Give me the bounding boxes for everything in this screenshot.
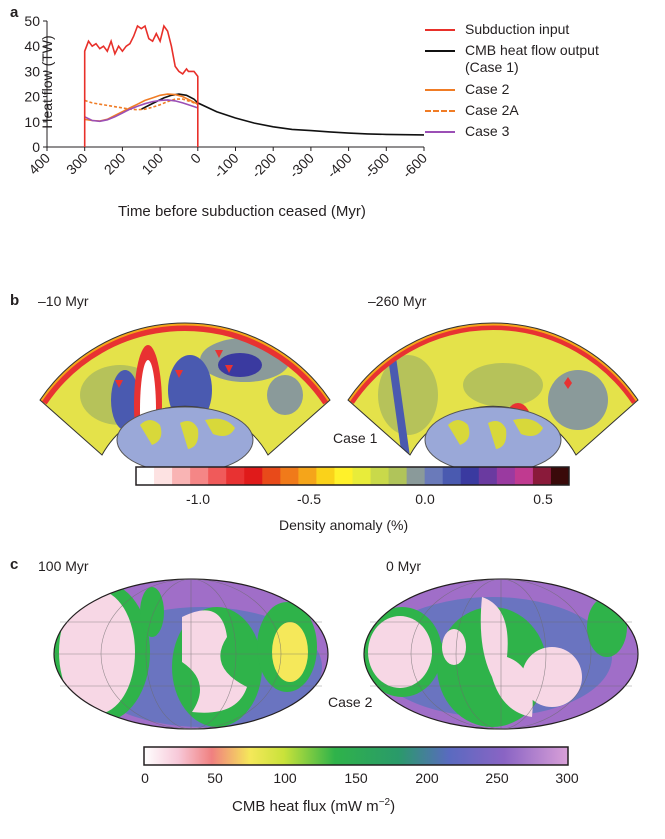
density-tick: -1.0 [185, 491, 211, 507]
density-colorbar-swatch [298, 467, 317, 485]
series-line-case-2 [84, 93, 199, 122]
density-tick: 0.5 [533, 491, 553, 507]
density-colorbar-swatch [352, 467, 372, 485]
x-tick-label: -600 [399, 150, 430, 181]
cmb-map-right [363, 578, 639, 730]
panel-c-right-time: 0 Myr [386, 558, 421, 574]
chart-xlabel: Time before subduction ceased (Myr) [118, 203, 366, 220]
density-colorbar-swatch [190, 467, 209, 485]
heatflux-colorbar-title: CMB heat flux (mW m−2) [232, 797, 395, 815]
panel-c-label: c [10, 556, 19, 573]
y-tick-label: 0 [32, 139, 40, 155]
y-tick-label: 30 [24, 63, 40, 79]
mantle-section-right [347, 322, 639, 474]
panel-c-case-label: Case 2 [328, 694, 373, 710]
density-colorbar-swatch [478, 467, 498, 485]
density-colorbar-swatch [442, 467, 462, 485]
x-tick-label: 100 [138, 150, 166, 178]
density-colorbar-swatch [514, 467, 534, 485]
heatflux-colorbar [143, 746, 569, 766]
density-colorbar-swatch [280, 467, 299, 485]
series-line-cmb-heat-flow-output [140, 93, 425, 136]
y-tick-label: 10 [24, 114, 40, 130]
x-tick-label: -200 [248, 150, 279, 181]
flux-tick: 300 [555, 770, 579, 786]
panel-b-right-time: –260 Myr [368, 293, 427, 309]
density-colorbar-swatch [424, 467, 444, 485]
x-tick-label: -300 [286, 150, 317, 181]
panel-b-left-time: –10 Myr [38, 293, 89, 309]
flux-tick: 100 [273, 770, 297, 786]
legend-swatch-case2a [425, 110, 455, 112]
x-tick-label: -100 [210, 150, 241, 181]
legend-label: Case 3 [465, 123, 510, 139]
panel-b-case-label: Case 1 [333, 430, 378, 446]
density-colorbar-swatch [154, 467, 173, 485]
legend-label: Case 2A [465, 102, 519, 118]
density-colorbar-swatch [244, 467, 263, 485]
flux-tick: 50 [207, 770, 223, 786]
density-colorbar-swatch [532, 467, 552, 485]
flux-tick: 0 [141, 770, 149, 786]
density-colorbar-swatch [406, 467, 426, 485]
density-colorbar [135, 466, 570, 486]
legend-label: Case 2 [465, 81, 510, 97]
density-colorbar-swatch [370, 467, 390, 485]
density-colorbar-swatch [388, 467, 408, 485]
x-tick-label: 400 [25, 150, 53, 178]
legend-swatch-cmb [425, 50, 455, 52]
chart-ylabel: Heat flow (TW) [39, 35, 55, 129]
cmb-map-left [53, 578, 329, 730]
red-arrow-markers [115, 350, 233, 388]
density-colorbar-swatch [334, 467, 353, 485]
globe-right [424, 406, 562, 474]
series-line-subduction-input [83, 24, 199, 147]
density-colorbar-swatch [136, 467, 155, 485]
x-tick-label: -500 [361, 150, 392, 181]
legend-label: Subduction input [465, 21, 570, 37]
flux-tick: 250 [485, 770, 509, 786]
legend-swatch-case3 [425, 131, 455, 133]
y-tick-label: 50 [24, 13, 40, 29]
density-colorbar-swatch [262, 467, 281, 485]
legend-label-cont: (Case 1) [465, 59, 519, 75]
density-colorbar-swatch [172, 467, 191, 485]
density-tick: 0.0 [415, 491, 435, 507]
flux-title-main: CMB heat flux (mW m [232, 798, 379, 815]
flux-tick: 150 [344, 770, 368, 786]
density-colorbar-swatch [496, 467, 516, 485]
legend-label: CMB heat flow output [465, 42, 599, 58]
series-line-case-3 [84, 99, 199, 123]
panel-a-label: a [10, 4, 19, 21]
flux-title-sup: −2 [378, 797, 391, 808]
panel-c-left-time: 100 Myr [38, 558, 89, 574]
globe-left [116, 406, 254, 474]
x-tick-label: 300 [63, 150, 91, 178]
legend-swatch-subduction [425, 29, 455, 31]
density-colorbar-title: Density anomaly (%) [279, 517, 409, 533]
panel-a-chart: 0 10 20 30 40 50 400 300 200 100 0 -100 -200 -300 -400… [24, 13, 430, 181]
x-tick-label: -400 [324, 150, 355, 181]
legend-swatch-case2 [425, 89, 455, 91]
density-colorbar-swatch [550, 467, 570, 485]
y-tick-label: 40 [24, 38, 40, 54]
mantle-section-left [39, 322, 331, 474]
panel-b-label: b [10, 292, 20, 309]
y-tick-label: 20 [24, 89, 40, 105]
x-tick-label: 200 [101, 150, 129, 178]
density-colorbar-swatch [208, 467, 227, 485]
density-colorbar-swatch [460, 467, 480, 485]
x-tick-label: 0 [187, 150, 204, 167]
series-line-case-2a [84, 98, 199, 111]
density-colorbar-swatch [316, 467, 335, 485]
flux-title-end: ) [390, 798, 396, 815]
density-tick: -0.5 [296, 491, 322, 507]
density-colorbar-swatch [226, 467, 245, 485]
flux-tick: 200 [415, 770, 439, 786]
